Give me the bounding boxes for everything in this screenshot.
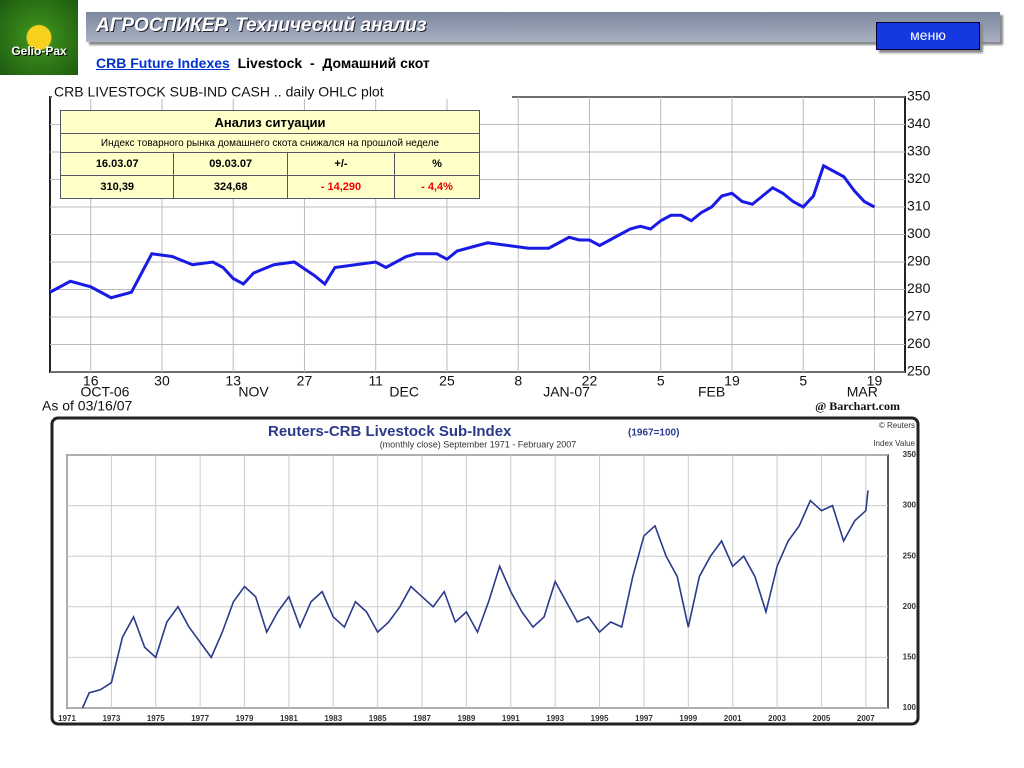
x-tick-label: 8 bbox=[514, 373, 522, 389]
section-ru: Домашний скот bbox=[322, 55, 430, 71]
th: 16.03.07 bbox=[59, 152, 175, 176]
y-tick-label: 250 bbox=[907, 363, 931, 379]
x-tick-label: 2003 bbox=[768, 714, 786, 723]
title-bg bbox=[52, 88, 512, 99]
x-tick-label: 27 bbox=[297, 373, 313, 389]
link[interactable]: CRB Future Indexes bbox=[96, 55, 230, 71]
data-line bbox=[81, 490, 869, 709]
td: 310,39 bbox=[59, 175, 175, 199]
td: - 14,290 bbox=[286, 175, 396, 199]
x-tick-label: 19 bbox=[867, 373, 883, 389]
x-tick-label: 1999 bbox=[679, 714, 697, 723]
x-tick-label: 11 bbox=[368, 373, 383, 389]
y-tick-label: 350 bbox=[903, 450, 917, 459]
x-tick-label: 2005 bbox=[813, 714, 831, 723]
y-tick-label: 320 bbox=[907, 170, 931, 186]
y-tick-label: 250 bbox=[903, 551, 917, 560]
y-tick-label: 280 bbox=[907, 280, 931, 296]
source: © Reuters bbox=[879, 421, 915, 430]
data-line bbox=[49, 163, 876, 300]
situation-table: Анализ ситуации Индекс товарного рынка д… bbox=[59, 110, 480, 199]
y-tick-label: 100 bbox=[903, 703, 917, 712]
plot-area bbox=[66, 454, 889, 709]
table-title: Анализ ситуации bbox=[60, 110, 480, 134]
x-tick-label: 1987 bbox=[413, 714, 431, 723]
x-tick-label: 22 bbox=[582, 373, 598, 389]
logo: Gelio-Pax bbox=[0, 0, 78, 75]
y-tick-label: 290 bbox=[907, 253, 931, 269]
x-tick-label: 1997 bbox=[635, 714, 653, 723]
th: 09.03.07 bbox=[173, 152, 288, 176]
y-axis-label: Index Value bbox=[873, 439, 915, 448]
x-tick-label: 1977 bbox=[191, 714, 209, 723]
y-tick-label: 270 bbox=[907, 308, 931, 324]
menu-button[interactable]: меню bbox=[876, 22, 980, 50]
chart-title: CRB LIVESTOCK SUB-IND CASH .. daily OHLC… bbox=[54, 84, 384, 100]
subtitle: (monthly close) September 1971 - Februar… bbox=[380, 439, 577, 449]
logo-text: Gelio-Pax bbox=[11, 44, 67, 58]
x-tick-label: 5 bbox=[657, 373, 665, 389]
x-tick-label: 19 bbox=[724, 373, 740, 389]
title-main: АГРОСПИКЕР. bbox=[96, 15, 230, 36]
x-month-label: NOV bbox=[238, 384, 269, 400]
x-tick-label: 1991 bbox=[502, 714, 520, 723]
x-tick-label: 1989 bbox=[458, 714, 476, 723]
x-month-label: MAR bbox=[847, 384, 878, 400]
x-tick-label: 1993 bbox=[546, 714, 564, 723]
title: АГРОСПИКЕР. Технический анализ bbox=[96, 15, 426, 37]
y-tick-label: 330 bbox=[907, 143, 931, 159]
x-month-label: OCT-06 bbox=[80, 384, 129, 400]
x-tick-label: 16 bbox=[83, 373, 99, 389]
title-sub: Технический анализ bbox=[235, 15, 427, 36]
x-tick-label: 1985 bbox=[369, 714, 387, 723]
y-tick-label: 260 bbox=[907, 335, 931, 351]
y-tick-label: 150 bbox=[903, 653, 917, 662]
table-note: Индекс товарного рынка домашнего скота с… bbox=[60, 133, 480, 153]
x-tick-label: 1973 bbox=[102, 714, 120, 723]
x-month-label: JAN-07 bbox=[543, 384, 590, 400]
y-tick-label: 300 bbox=[903, 501, 917, 510]
th: +/- bbox=[286, 152, 396, 176]
x-tick-label: 25 bbox=[439, 373, 455, 389]
x-tick-label: 13 bbox=[225, 373, 241, 389]
y-tick-label: 310 bbox=[907, 198, 931, 214]
td: - 4,4% bbox=[394, 175, 480, 199]
section: Livestock - bbox=[237, 55, 315, 71]
subheader: CRB Future Indexes Livestock - Домашний … bbox=[96, 55, 430, 71]
x-tick-label: 5 bbox=[799, 373, 807, 389]
x-tick-label: 1983 bbox=[324, 714, 342, 723]
title-bar bbox=[86, 12, 1000, 42]
th: % bbox=[394, 152, 480, 176]
x-month-label: FEB bbox=[698, 384, 725, 400]
x-month-label: DEC bbox=[389, 384, 419, 400]
td: 324,68 bbox=[173, 175, 288, 199]
source: @ Barchart.com bbox=[815, 399, 900, 413]
x-tick-label: 1979 bbox=[236, 714, 254, 723]
x-tick-label: 2007 bbox=[857, 714, 875, 723]
y-tick-label: 350 bbox=[907, 88, 931, 104]
x-tick-label: 2001 bbox=[724, 714, 742, 723]
y-tick-label: 200 bbox=[903, 602, 917, 611]
x-tick-label: 1995 bbox=[591, 714, 609, 723]
x-tick-label: 1981 bbox=[280, 714, 298, 723]
y-tick-label: 300 bbox=[907, 225, 931, 241]
footnote: As of 03/16/07 bbox=[42, 398, 133, 414]
y-tick-label: 340 bbox=[907, 115, 931, 131]
title-note: (1967=100) bbox=[628, 428, 679, 439]
x-tick-label: 1971 bbox=[58, 714, 76, 723]
chart-title: Reuters-CRB Livestock Sub-Index bbox=[268, 423, 512, 440]
x-tick-label: 30 bbox=[154, 373, 170, 389]
x-tick-label: 1975 bbox=[147, 714, 165, 723]
